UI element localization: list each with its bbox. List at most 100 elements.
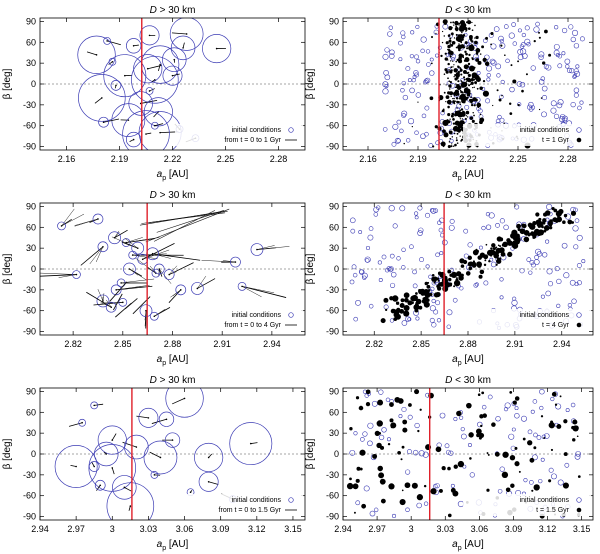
final-position-marker [460, 73, 463, 76]
initial-condition-marker [390, 271, 397, 278]
evolution-track [256, 245, 275, 250]
y-tick-label: 60 [329, 407, 339, 417]
evolution-track [97, 289, 104, 302]
x-axis-label-sub: p [458, 175, 462, 182]
final-position-marker [388, 483, 395, 490]
final-position-marker [454, 74, 457, 77]
initial-condition-marker [534, 254, 539, 260]
initial-condition-marker [547, 281, 554, 287]
panel-title-var: D [150, 375, 157, 386]
final-position-marker [457, 460, 465, 468]
final-position-marker [459, 94, 465, 100]
final-position-marker [475, 248, 478, 251]
final-position-marker [510, 64, 513, 67]
initial-condition-marker [563, 272, 570, 279]
initial-condition-marker [508, 433, 515, 440]
panel-title-rest: > 30 km [157, 5, 196, 16]
x-tick-label: 2.97 [368, 524, 386, 534]
initial-condition-marker [416, 502, 422, 509]
final-position-marker [359, 467, 363, 471]
asteroid-center [145, 309, 147, 312]
final-position-marker [529, 457, 535, 463]
initial-condition-marker [573, 43, 580, 49]
initial-condition-marker [536, 251, 543, 257]
asteroid-marker [106, 482, 155, 520]
asteroid-center [196, 287, 199, 290]
final-position-marker [456, 107, 458, 109]
initial-condition-marker [503, 407, 509, 412]
initial-condition-marker [543, 433, 550, 439]
final-position-marker [461, 36, 465, 39]
evolution-track [111, 467, 115, 475]
final-position-marker [450, 66, 453, 69]
final-position-marker [472, 260, 476, 263]
final-position-marker [499, 237, 504, 242]
final-position-marker [430, 62, 433, 65]
final-position-marker [466, 47, 469, 50]
asteroid-marker [139, 304, 153, 318]
legend-marker-initial [576, 312, 582, 318]
panel-title-rest: > 30 km [157, 190, 196, 201]
initial-condition-marker [368, 226, 374, 231]
y-tick-label: 0 [31, 264, 36, 274]
initial-condition-marker [396, 256, 401, 261]
initial-condition-marker [389, 282, 396, 288]
initial-condition-marker [576, 263, 582, 268]
legend-label-initial: initial conditions [232, 127, 282, 134]
initial-condition-marker [367, 422, 374, 429]
x-axis-label-sub: p [162, 175, 166, 182]
initial-condition-marker [541, 111, 547, 118]
initial-condition-marker [538, 51, 545, 58]
final-position-marker [490, 43, 493, 46]
x-tick-label: 2.22 [164, 154, 182, 164]
x-tick-label: 2.16 [359, 154, 377, 164]
initial-condition-marker [499, 277, 504, 282]
final-position-marker [482, 90, 489, 97]
evolution-track [153, 210, 216, 242]
final-position-marker [478, 436, 482, 440]
y-tick-label: 90 [26, 201, 36, 211]
y-tick-label: 30 [329, 58, 339, 68]
final-position-marker [554, 403, 558, 406]
asteroid-center [122, 301, 124, 304]
final-position-marker [447, 105, 450, 109]
asteroid-center [60, 225, 63, 227]
final-position-marker [462, 69, 467, 74]
evolution-track [201, 260, 236, 263]
initial-condition-marker [530, 65, 536, 71]
asteroid-center [146, 67, 149, 70]
legend-marker-evolved [576, 322, 582, 328]
evolution-track [80, 246, 104, 266]
initial-condition-marker [564, 462, 570, 468]
evolution-track [114, 229, 128, 239]
initial-condition-marker [546, 268, 553, 275]
initial-condition-marker [519, 82, 526, 88]
final-position-marker [439, 282, 441, 285]
legend-marker-evolved [576, 137, 582, 143]
initial-condition-marker [571, 298, 577, 304]
evolution-track [145, 208, 230, 243]
asteroid-marker [98, 116, 109, 128]
initial-condition-marker [532, 454, 538, 461]
final-position-marker [450, 95, 452, 97]
evolution-track [40, 274, 77, 277]
final-position-marker [437, 279, 440, 282]
evolution-track [144, 310, 147, 327]
final-position-marker [549, 226, 553, 230]
initial-condition-marker [481, 404, 487, 410]
x-tick-label: 2.91 [506, 339, 524, 349]
asteroid-marker [150, 121, 159, 130]
evolution-track [124, 237, 138, 249]
final-position-marker [474, 40, 478, 45]
x-tick-label: 2.94 [263, 339, 281, 349]
initial-condition-marker [463, 228, 469, 234]
final-position-marker [555, 212, 560, 216]
final-position-marker [501, 471, 509, 479]
legend-background [463, 494, 591, 516]
x-axis-label-unit: [AU] [462, 169, 484, 180]
initial-condition-marker [545, 239, 550, 244]
panel-title-rest: > 30 km [157, 375, 196, 386]
final-position-marker [470, 81, 474, 85]
final-position-marker [355, 396, 360, 400]
initial-condition-marker [503, 224, 509, 231]
